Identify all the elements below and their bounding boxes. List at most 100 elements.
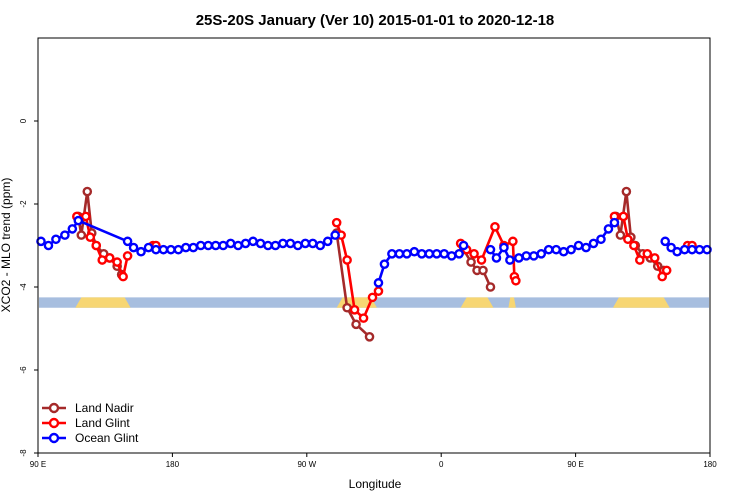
ocean-glint-point-0-12 [166, 244, 176, 255]
legend-item-ocean-glint: Ocean Glint [42, 431, 139, 445]
legend-item-land-nadir: Land Nadir [42, 401, 134, 415]
ocean-glint-point-0-16 [195, 240, 206, 251]
ocean-glint-point-0-3 [60, 230, 70, 240]
land-band-segment-0 [75, 297, 131, 308]
ocean-glint-point-3-6 [702, 244, 712, 255]
land-nadir-point-3-2 [621, 186, 632, 197]
ocean-glint-point-0-25 [263, 240, 273, 251]
land-nadir-point-0-1 [76, 230, 87, 240]
x-tick-label-1: 180 [166, 460, 180, 469]
ocean-glint-point-0-21 [233, 240, 243, 251]
ocean-glint-point-0-30 [300, 238, 311, 249]
land-glint-point-0-2 [85, 232, 96, 242]
ocean-glint-point-3-3 [679, 244, 690, 255]
y-tick-label-3: -6 [19, 366, 28, 374]
y-tick-label-2: -4 [19, 283, 28, 291]
ocean-glint-point-0-0 [36, 236, 46, 247]
land-glint-point-3-8 [511, 275, 521, 286]
ocean-glint-point-3-0 [660, 236, 671, 247]
ocean-band [39, 297, 709, 308]
series-land-nadir [73, 186, 669, 342]
ocean-glint-point-2-7 [536, 248, 547, 259]
ocean-glint-point-1-11 [454, 248, 464, 259]
ocean-glint-point-0-18 [210, 240, 221, 251]
ocean-glint-point-0-5 [73, 215, 84, 226]
land-glint-point-4-8 [661, 265, 672, 276]
land-nadir-point-2-4 [485, 282, 496, 292]
land-band-segment-3 [508, 297, 516, 308]
x-tick-label-3: 0 [439, 460, 444, 469]
chart-title: 25S-20S January (Ver 10) 2015-01-01 to 2… [196, 12, 555, 29]
land-glint-line-0 [76, 215, 129, 278]
ocean-glint-point-2-5 [521, 251, 532, 261]
ocean-glint-point-0-19 [218, 240, 228, 251]
land-glint-point-4-2 [623, 234, 633, 245]
land-nadir-line-1 [335, 232, 371, 338]
ocean-glint-point-0-1 [43, 240, 54, 251]
ocean-glint-point-2-6 [528, 251, 539, 261]
ocean-glint-point-3-2 [672, 246, 682, 257]
ocean-glint-point-1-0 [373, 278, 384, 288]
ocean-glint-point-1-9 [439, 248, 449, 259]
ocean-glint-point-1-2 [387, 248, 397, 259]
ocean-glint-point-1-4 [402, 248, 412, 259]
x-tick-label-0: 90 E [30, 460, 46, 469]
ocean-glint-point-0-17 [203, 240, 214, 251]
land-glint-point-0-1 [80, 211, 91, 222]
ocean-glint-point-0-28 [285, 238, 296, 249]
land-nadir-point-1-1 [342, 302, 352, 313]
land-glint-point-4-1 [618, 211, 629, 222]
land-glint-point-0-7 [118, 271, 128, 282]
ocean-glint-point-0-8 [136, 246, 146, 257]
legend-label-ocean-glint: Ocean Glint [75, 431, 139, 445]
ocean-glint-point-2-4 [514, 253, 524, 263]
land-nadir-point-1-2 [351, 319, 361, 330]
land-nadir-point-0-2 [82, 186, 93, 197]
land-glint-point-2-5 [367, 292, 378, 303]
ocean-glint-point-1-1 [379, 259, 390, 269]
land-glint-point-0-6 [112, 257, 122, 267]
land-glint-point-0-8 [122, 251, 133, 261]
legend-marker-land-glint [48, 417, 60, 429]
land-glint-point-0-5 [104, 253, 115, 263]
ocean-glint-point-2-11 [566, 244, 576, 255]
axis-ticks: 90 E 180 90 W 0 90 E 180 0 -2 -4 -6 -8 [19, 118, 717, 469]
y-tick-label-4: -8 [19, 449, 28, 457]
plot-frame [37, 37, 711, 454]
legend-label-land-nadir: Land Nadir [75, 401, 134, 415]
land-glint-point-4-7 [657, 271, 668, 282]
land-glint-point-2-2 [342, 255, 352, 265]
ocean-glint-point-1-5 [409, 246, 420, 257]
ocean-glint-point-3-5 [694, 244, 705, 255]
ocean-glint-point-0-14 [181, 242, 191, 253]
ocean-glint-point-2-8 [543, 244, 554, 255]
land-glint-point-0-4 [97, 255, 108, 265]
ocean-glint-point-2-17 [609, 217, 620, 228]
ocean-glint-point-0-15 [188, 242, 199, 253]
ocean-glint-point-1-12 [458, 240, 469, 251]
x-tick-label-5: 180 [703, 460, 717, 469]
ocean-glint-point-0-27 [278, 238, 288, 249]
series-layer [36, 186, 712, 342]
land-glint-point-4-3 [629, 240, 639, 251]
ocean-glint-point-0-6 [122, 236, 133, 247]
ocean-glint-point-0-32 [315, 240, 326, 251]
ocean-glint-point-2-3 [505, 255, 515, 265]
ocean-glint-point-2-12 [573, 240, 584, 251]
ocean-glint-point-2-9 [551, 244, 561, 255]
land-glint-point-2-3 [349, 305, 360, 315]
land-nadir-point-2-3 [478, 265, 488, 276]
ocean-glint-point-1-8 [431, 248, 442, 259]
ocean-glint-point-0-7 [128, 242, 139, 253]
ocean-glint-point-2-0 [485, 244, 496, 255]
y-axis-label: XCO2 - MLO trend (ppm) [0, 178, 13, 313]
land-glint-point-3-3 [476, 255, 487, 265]
ocean-glint-point-2-14 [588, 238, 599, 249]
ocean-glint-point-0-2 [51, 234, 61, 245]
ocean-glint-point-2-1 [491, 253, 502, 263]
ocean-glint-point-0-31 [307, 238, 318, 249]
ocean-glint-point-0-13 [173, 244, 184, 255]
ocean-glint-point-0-9 [143, 242, 154, 253]
